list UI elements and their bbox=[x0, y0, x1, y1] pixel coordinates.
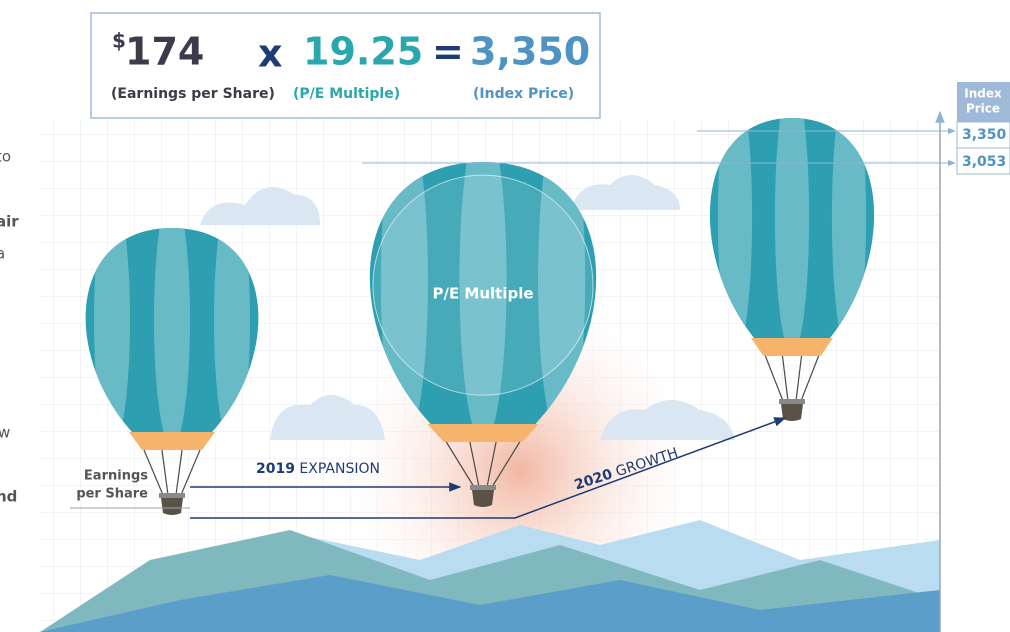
rope bbox=[781, 355, 789, 402]
band bbox=[427, 424, 539, 442]
balloon bbox=[709, 118, 875, 421]
basket bbox=[161, 498, 183, 515]
rope bbox=[161, 449, 169, 496]
arrow bbox=[190, 417, 787, 519]
band bbox=[129, 432, 215, 450]
tick-label: 3,053 bbox=[962, 154, 1006, 170]
basket-rim bbox=[470, 485, 496, 490]
axis-title: Index bbox=[964, 87, 1002, 101]
band bbox=[751, 338, 833, 356]
equals: = bbox=[432, 30, 464, 74]
balloon-label: Earnings bbox=[84, 469, 148, 484]
rope bbox=[491, 441, 521, 488]
stripes bbox=[717, 118, 867, 338]
clouds bbox=[200, 175, 735, 440]
rope bbox=[800, 355, 820, 402]
price-label: (Index Price) bbox=[473, 86, 574, 102]
text-fragment: nd bbox=[0, 488, 17, 506]
rope bbox=[764, 355, 784, 402]
text-fragment: to bbox=[0, 148, 11, 166]
axis-title: Price bbox=[966, 102, 1000, 116]
rope bbox=[795, 355, 803, 402]
rope bbox=[143, 449, 164, 496]
pe-label: (P/E Multiple) bbox=[293, 86, 400, 102]
operator: x bbox=[258, 32, 283, 76]
balloon bbox=[85, 228, 259, 515]
basket-rim bbox=[779, 399, 805, 404]
rope bbox=[180, 449, 201, 496]
stripe bbox=[774, 118, 810, 338]
side-text: to air a w nd bbox=[0, 148, 19, 506]
text-fragment: a bbox=[0, 245, 5, 263]
eps-label: (Earnings per Share) bbox=[111, 86, 275, 102]
price-value: 3,350 bbox=[470, 30, 590, 74]
text-fragment: w bbox=[0, 424, 10, 442]
basket bbox=[781, 404, 803, 421]
axis-title-box bbox=[957, 82, 1010, 122]
currency: $ bbox=[112, 29, 126, 53]
balloon-label: P/E Multiple bbox=[432, 285, 533, 303]
equation-box bbox=[90, 12, 601, 119]
basket bbox=[472, 490, 494, 507]
rope bbox=[469, 441, 480, 488]
pe-value: 19.25 bbox=[303, 30, 423, 74]
arrow-label: 2019 EXPANSION bbox=[256, 461, 380, 477]
stripe bbox=[154, 228, 190, 432]
rope bbox=[486, 441, 497, 488]
stripe bbox=[459, 162, 507, 424]
highlight-ring bbox=[372, 174, 594, 396]
eps-value: 174 bbox=[125, 30, 204, 74]
basket-rim bbox=[159, 493, 185, 498]
mountains bbox=[0, 500, 940, 632]
rope bbox=[445, 441, 475, 488]
rope bbox=[175, 449, 183, 496]
tick-label: 3,350 bbox=[962, 127, 1007, 143]
text-fragment: air bbox=[0, 213, 19, 231]
balloon-label: per Share bbox=[76, 487, 148, 502]
